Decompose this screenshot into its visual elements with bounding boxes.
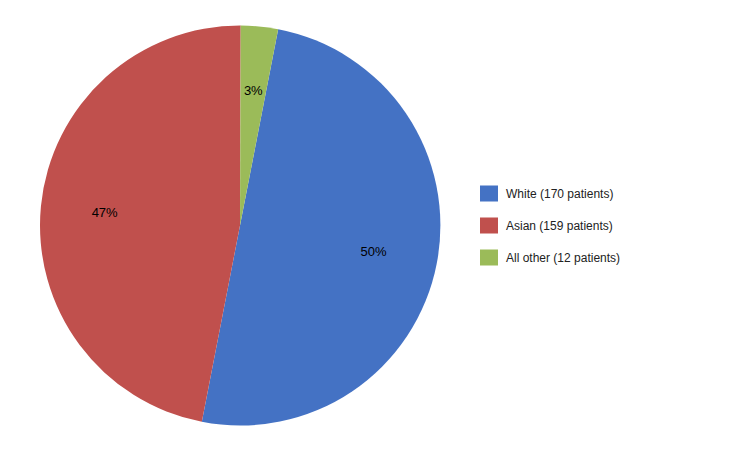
legend: White (170 patients) Asian (159 patients)… bbox=[480, 186, 620, 266]
legend-swatch bbox=[480, 186, 498, 202]
data-label: 47% bbox=[92, 205, 118, 220]
legend-label: All other (12 patients) bbox=[506, 251, 620, 265]
data-label: 3% bbox=[244, 83, 263, 98]
legend-item: All other (12 patients) bbox=[480, 250, 620, 266]
data-label: 50% bbox=[360, 244, 386, 259]
pie bbox=[40, 25, 440, 425]
legend-label: White (170 patients) bbox=[506, 187, 613, 201]
chart: 50% 47% 3% White (170 patients) Asian (159 p… bbox=[0, 0, 752, 451]
pie-slice bbox=[40, 25, 241, 421]
pie-slice bbox=[240, 26, 278, 226]
legend-label: Asian (159 patients) bbox=[506, 219, 613, 233]
legend-item: Asian (159 patients) bbox=[480, 218, 613, 234]
legend-item: White (170 patients) bbox=[480, 186, 613, 202]
legend-swatch bbox=[480, 218, 498, 234]
legend-swatch bbox=[480, 250, 498, 266]
data-labels: 50% 47% 3% bbox=[92, 83, 387, 259]
